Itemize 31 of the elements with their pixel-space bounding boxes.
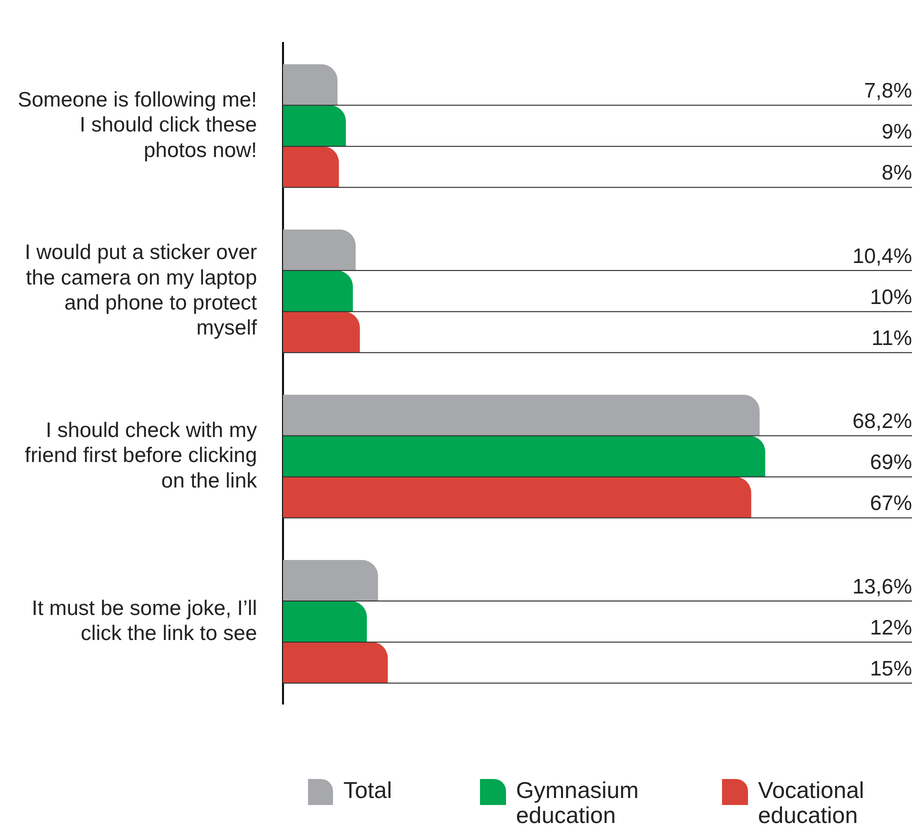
bar [283,230,356,271]
data-label: 7,8% [864,80,912,103]
data-label: 15% [870,657,912,680]
legend-label: Total [343,777,393,803]
bar [283,105,346,146]
bar [283,270,353,312]
y-tick-label: Someone is following me! I should click these photos now! [18,88,257,162]
data-label: 68,2% [852,410,912,434]
data-label: 12% [870,616,912,640]
bar [283,64,338,106]
data-label: 69% [870,451,912,474]
legend-label: Vocational education [758,777,866,828]
bar [283,146,339,188]
bar [283,642,388,684]
y-tick-label: I should check with my friend first before clicking on the link [24,418,258,492]
data-label: 9% [882,120,912,144]
bar [283,394,760,436]
y-tick-label: I would put a sticker over the camera on my laptop and phone to protect myself [24,241,258,340]
data-label: 11% [872,326,912,350]
data-label: 13,6% [852,575,912,598]
bar [283,560,378,602]
legend-label: Gymnasium education [516,777,640,828]
data-label: 10% [870,286,912,309]
bar [283,476,752,518]
data-label: 8% [882,162,912,185]
y-tick-label: It must be some joke, I’ll click the link to see [32,596,257,645]
data-label: 10,4% [852,244,912,268]
bar [283,312,360,353]
bar [283,601,367,642]
bar [283,436,766,477]
data-label: 67% [870,492,912,516]
